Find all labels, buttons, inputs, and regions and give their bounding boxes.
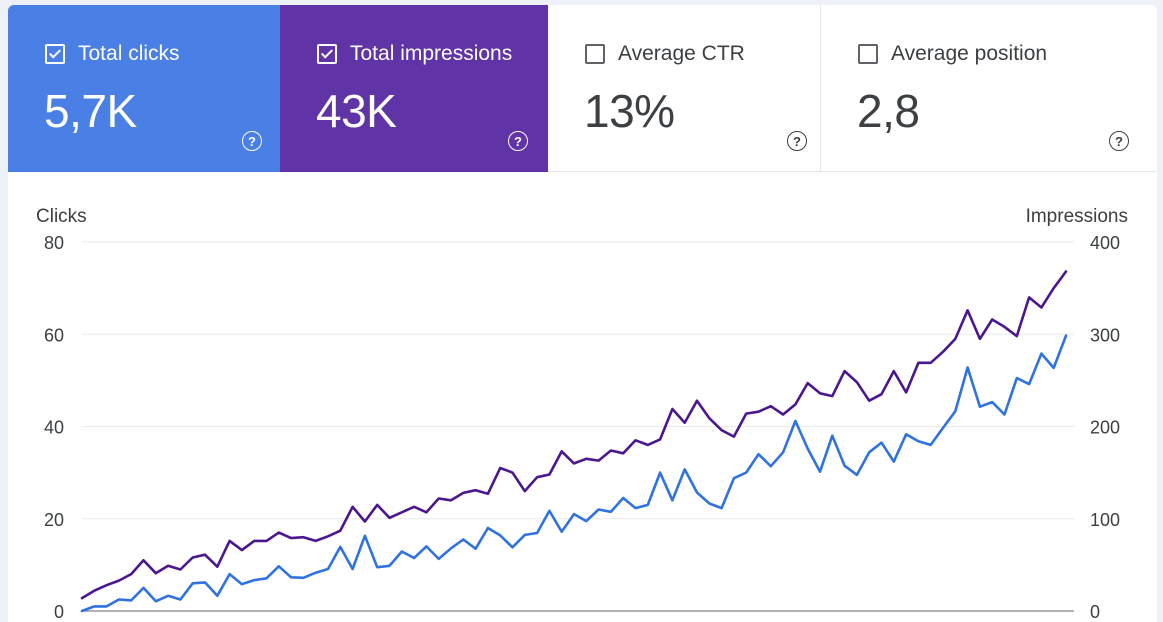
- y-left-tick-label: 60: [44, 325, 64, 345]
- checkbox-unchecked-icon[interactable]: [858, 44, 878, 64]
- metric-card-average-position[interactable]: Average position 2,8 ?: [820, 5, 1157, 172]
- y-left-tick-label: 80: [44, 233, 64, 253]
- metric-card-average-ctr[interactable]: Average CTR 13% ?: [548, 5, 820, 172]
- y-right-tick-label: 300: [1090, 325, 1120, 345]
- checkbox-checked-icon[interactable]: [45, 44, 65, 64]
- y-left-tick-label: 20: [44, 510, 64, 530]
- help-icon[interactable]: ?: [787, 131, 807, 151]
- y-left-tick-label: 0: [54, 602, 64, 622]
- help-icon[interactable]: ?: [508, 131, 528, 151]
- y-right-tick-label: 400: [1090, 233, 1120, 253]
- y-right-tick-label: 200: [1090, 418, 1120, 438]
- checkbox-checked-icon[interactable]: [317, 44, 337, 64]
- metric-label: Average position: [891, 42, 1048, 65]
- metric-label: Average CTR: [618, 42, 745, 65]
- y-left-axis-title: Clicks: [36, 206, 87, 227]
- help-icon[interactable]: ?: [242, 131, 262, 151]
- metric-card-total-clicks[interactable]: Total clicks 5,7K ?: [8, 5, 280, 172]
- y-left-tick-label: 40: [44, 418, 64, 438]
- metric-label: Total impressions: [350, 42, 513, 65]
- help-icon[interactable]: ?: [1109, 131, 1129, 151]
- impressions-series-line[interactable]: [80, 270, 1068, 600]
- metric-label: Total clicks: [78, 42, 180, 65]
- performance-chart: Clicks Impressions 0 20 40 60 80 0 100 200 300 4…: [36, 206, 1128, 622]
- y-right-tick-label: 100: [1090, 510, 1120, 530]
- y-right-tick-label: 0: [1090, 602, 1100, 622]
- y-right-axis-title: Impressions: [1026, 206, 1128, 227]
- metric-cards: Total clicks 5,7K ? Total impressions 43…: [8, 5, 1157, 172]
- clicks-series-line[interactable]: [80, 334, 1068, 613]
- checkbox-unchecked-icon[interactable]: [585, 44, 605, 64]
- metric-card-total-impressions[interactable]: Total impressions 43K ?: [280, 5, 548, 172]
- metric-value: 5,7K: [44, 85, 137, 137]
- performance-panel: Clicks Impressions 0 20 40 60 80 0 100 200 300 4…: [8, 5, 1157, 622]
- metric-value: 43K: [316, 85, 397, 137]
- metric-value: 13%: [584, 85, 675, 137]
- metric-value: 2,8: [857, 85, 920, 137]
